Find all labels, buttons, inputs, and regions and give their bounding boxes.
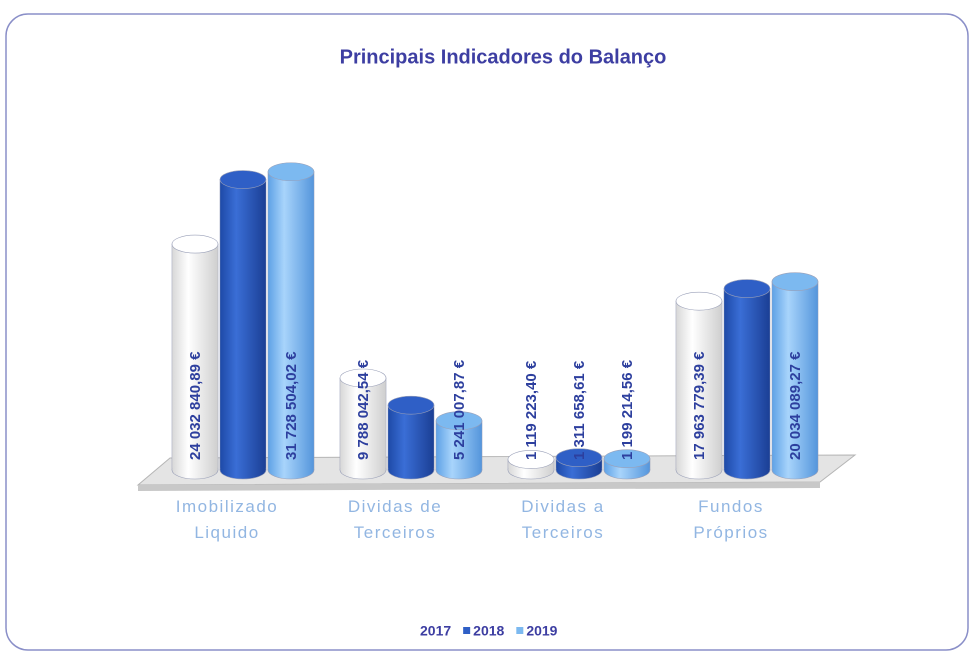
bar-top [771,272,819,291]
chart-title: Principais Indicadores do Balanço [340,46,667,68]
data-label: 24 032 840,89 € [187,351,204,460]
x-tick-label: Dividas de Terceiros [348,497,442,542]
data-label: 1 119 223,40 € [523,360,540,460]
x-tick-label: Dividas a Terceiros [521,497,604,542]
bar-top [555,448,603,467]
data-label: 17 963 779,39 € [691,351,708,460]
chart-frame [5,13,969,651]
data-label: 20 034 089,27 € [787,351,804,460]
bar [771,272,819,480]
x-tick-label: Imobilizado Liquido [176,497,279,542]
data-label: 1 311 658,61 € [571,360,588,460]
data-label: 9 788 042,54 € [355,359,372,460]
bar [387,395,435,480]
bar [555,448,603,480]
bar-top [723,279,771,298]
bar [267,162,315,480]
bar-fill [172,244,218,470]
bar-top [387,395,435,415]
legend-label: 2019 [526,623,557,639]
bar [339,368,387,480]
bar-top [603,449,651,469]
bar-top [267,162,315,182]
bar [171,234,219,480]
bar-top [339,368,387,388]
bar-top [171,234,219,254]
bar-top [675,291,723,311]
legend-swatch [463,627,471,634]
data-label: 1 199 214,56 € [619,359,636,460]
bar [435,411,483,480]
bar-fill [676,301,722,470]
bar-top [435,411,483,431]
bar-fill [772,281,818,470]
bar-fill [340,377,386,470]
legend-label: 2018 [473,623,504,639]
bar-fill [268,171,314,470]
legend-label: 2017 [420,623,451,639]
data-label: 5 241 007,87 € [451,359,468,460]
bar [219,170,267,480]
bar [723,279,771,480]
legend-swatch [516,627,524,634]
floor-edge [138,482,820,491]
x-tick-label: Fundos Próprios [693,497,768,542]
bar-fill [724,288,770,470]
bar-top [219,170,267,189]
bar [603,449,651,480]
bar [675,291,723,480]
bar-top [507,450,555,469]
bar-fill [220,179,266,471]
bar-fill [388,405,434,470]
bar [507,450,555,480]
data-label: 31 728 504,02 € [283,351,300,460]
